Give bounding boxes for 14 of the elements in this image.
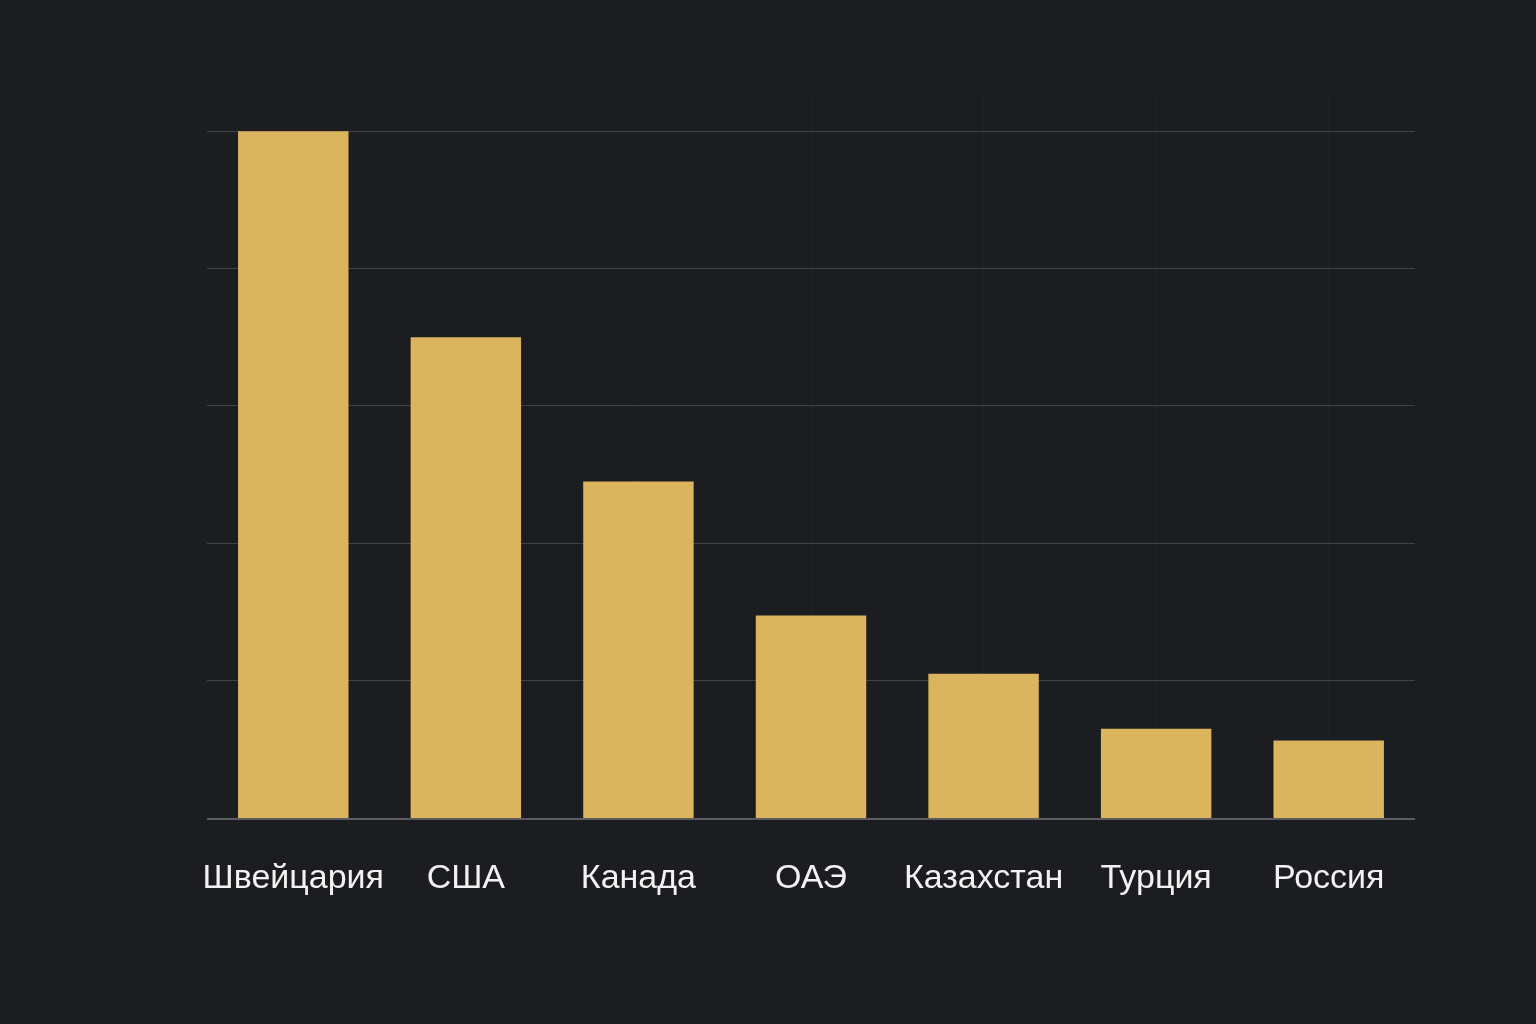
bar [1100, 728, 1212, 818]
bar [755, 615, 867, 818]
x-tick-label: США [426, 857, 506, 896]
x-tick-label: ОАЭ [774, 857, 848, 896]
bar [928, 673, 1039, 818]
bar [410, 337, 522, 818]
bar [1273, 740, 1384, 818]
x-tick-label: Швейцария [202, 857, 385, 896]
bar [238, 131, 349, 818]
bar [583, 481, 694, 818]
x-tick-label: Канада [580, 857, 697, 896]
x-tick-label: Турция [1100, 857, 1212, 896]
x-tick-label: Россия [1272, 857, 1385, 896]
x-tick-label: Казахстан [903, 857, 1064, 896]
